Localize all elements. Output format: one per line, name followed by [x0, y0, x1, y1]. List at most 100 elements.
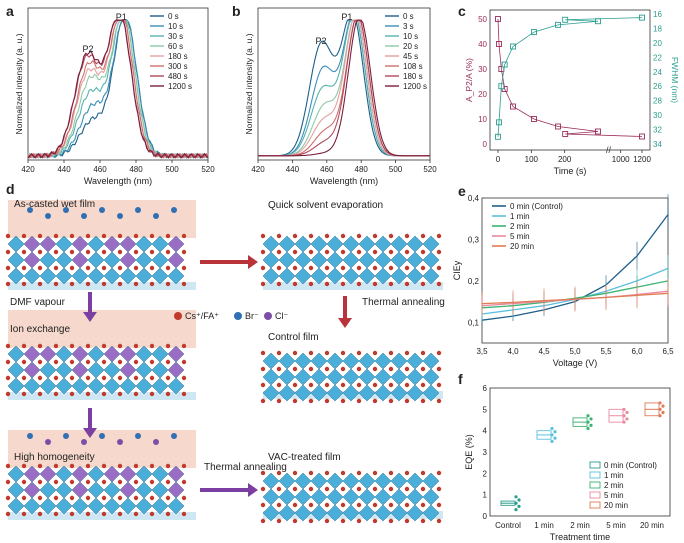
cation-sphere: [388, 398, 394, 404]
cation-sphere: [308, 281, 314, 287]
octahedron: [151, 465, 169, 483]
octahedron: [167, 235, 185, 253]
panel-label-a: a: [6, 3, 14, 19]
cation-sphere: [324, 350, 330, 356]
octahedron: [23, 361, 41, 379]
octahedron: [7, 235, 25, 253]
cation-sphere: [165, 249, 171, 255]
cation-sphere: [37, 281, 43, 287]
cation-sphere: [5, 495, 11, 501]
octahedron: [310, 384, 328, 402]
octahedron: [103, 465, 121, 483]
arrow-head: [83, 312, 97, 322]
cation-sphere: [53, 233, 59, 239]
cation-sphere: [388, 382, 394, 388]
octahedron: [39, 465, 57, 483]
cation-sphere: [372, 366, 378, 372]
x-tick-label: 520: [423, 165, 437, 174]
cation-sphere: [5, 249, 11, 255]
film-vac: [260, 470, 443, 524]
octahedron: [39, 345, 57, 363]
panel-label-c: c: [458, 3, 466, 19]
legend-label: 45 s: [403, 52, 418, 61]
cation-sphere: [372, 281, 378, 287]
cation-sphere: [260, 518, 266, 524]
y-tick-label-left: 30: [478, 65, 487, 74]
octahedron: [342, 352, 360, 370]
octahedron: [262, 251, 280, 269]
cation-sphere: [165, 359, 171, 365]
octahedron: [422, 368, 440, 386]
data-point: [586, 426, 590, 431]
cation-sphere: [420, 470, 426, 476]
legend-label: 10 s: [403, 32, 418, 41]
legend-label: Br⁻: [245, 311, 259, 321]
legend-label: 3 s: [403, 22, 414, 31]
octahedron: [103, 251, 121, 269]
cation-sphere: [149, 495, 155, 501]
series-line: [497, 17, 643, 137]
cation-sphere: [340, 249, 346, 255]
cation-sphere: [420, 249, 426, 255]
x-axis-label: Voltage (V): [553, 358, 598, 368]
octahedron: [406, 384, 424, 402]
cation-sphere: [372, 486, 378, 492]
cation-sphere: [436, 382, 442, 388]
arrow-head: [83, 428, 97, 438]
cation-sphere: [21, 463, 27, 469]
legend-label: 5 min: [604, 491, 624, 500]
cation-sphere: [101, 265, 107, 271]
cation-sphere: [37, 511, 43, 517]
octahedron: [374, 352, 392, 370]
cation-sphere: [436, 366, 442, 372]
octahedron: [278, 488, 296, 506]
legend-label: 5 min: [510, 232, 530, 241]
data-point: [586, 414, 590, 418]
cation-sphere: [292, 382, 298, 388]
octahedron: [167, 377, 185, 395]
octahedron: [7, 377, 25, 395]
legend-label: 0 s: [403, 12, 414, 21]
cation-sphere: [37, 391, 43, 397]
octahedron: [103, 235, 121, 253]
cation-sphere: [149, 249, 155, 255]
octahedron: [342, 384, 360, 402]
octahedron: [422, 352, 440, 370]
octahedron: [262, 384, 280, 402]
y-axis-label: Normalized intensity (a. u.): [244, 33, 254, 134]
cation-sphere: [5, 375, 11, 381]
cation-sphere: [85, 359, 91, 365]
y-tick-label: 3: [483, 448, 488, 457]
cation-sphere: [292, 350, 298, 356]
cation-sphere: [276, 398, 282, 404]
octahedron: [71, 251, 89, 269]
y-axis-label: Normalized intensity (a. u.): [14, 33, 24, 134]
octahedron: [278, 251, 296, 269]
octahedron: [310, 504, 328, 522]
ion-sphere: [99, 207, 105, 213]
cation-sphere: [117, 479, 123, 485]
cation-sphere: [117, 233, 123, 239]
octahedron: [23, 251, 41, 269]
cation-sphere: [117, 249, 123, 255]
arrow-head: [248, 255, 258, 269]
y-tick-label-right: 34: [653, 140, 662, 149]
cation-sphere: [436, 350, 442, 356]
octahedron: [390, 235, 408, 253]
octahedron: [374, 504, 392, 522]
data-point: [586, 420, 590, 424]
panel-label-e: e: [458, 183, 466, 199]
cation-sphere: [356, 350, 362, 356]
cation-sphere: [133, 265, 139, 271]
octahedron: [71, 235, 89, 253]
cation-sphere: [181, 359, 187, 365]
y-tick-label-right: 20: [653, 39, 662, 48]
cation-sphere: [436, 486, 442, 492]
cation-sphere: [260, 486, 266, 492]
octahedron: [7, 361, 25, 379]
octahedron: [326, 267, 344, 285]
cation-sphere: [340, 502, 346, 508]
annotation-p2: P2: [82, 44, 93, 54]
octahedron: [87, 497, 105, 515]
cation-sphere: [5, 233, 11, 239]
